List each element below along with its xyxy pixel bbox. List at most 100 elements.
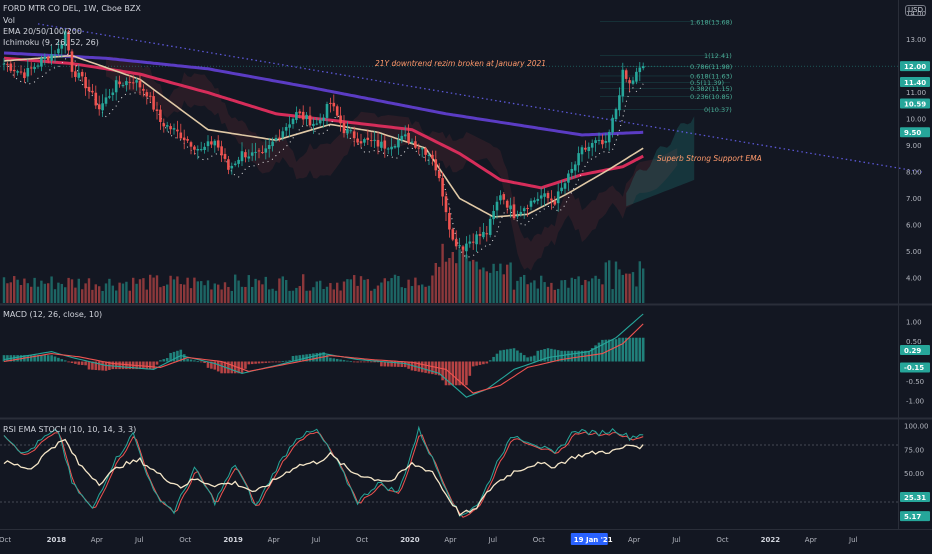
- macd-histogram-bar: [346, 360, 349, 362]
- time-axis-label: Apr: [268, 536, 280, 544]
- macd-histogram-bar: [400, 361, 404, 367]
- volume-bar: [305, 290, 308, 303]
- macd-histogram-bar: [471, 361, 475, 367]
- candle-body: [247, 156, 251, 159]
- volume-bar: [546, 286, 550, 303]
- candle-body: [305, 114, 308, 120]
- candle-body: [631, 80, 635, 84]
- indicator-vol: Vol: [3, 16, 15, 25]
- volume-bar: [135, 283, 138, 303]
- macd-histogram-bar: [244, 361, 247, 369]
- macd-histogram-bar: [40, 355, 43, 362]
- price-label-tag: [900, 98, 930, 109]
- macd-histogram-bar: [529, 356, 533, 362]
- candle-body: [539, 195, 543, 199]
- macd-histogram-bar: [264, 361, 268, 363]
- volume-bar: [30, 286, 33, 303]
- time-axis-label: Apr: [628, 536, 640, 544]
- candle-body: [240, 151, 244, 162]
- ema200-line: [3, 51, 644, 137]
- volume-bar: [9, 282, 12, 303]
- macd-histogram-bar: [386, 361, 390, 367]
- candle-body: [19, 71, 23, 73]
- candle-body: [148, 95, 152, 97]
- macd-histogram-bar: [295, 355, 298, 362]
- currency-badge[interactable]: USD: [905, 5, 926, 16]
- volume-bar: [172, 279, 176, 303]
- volume-bar: [210, 289, 213, 303]
- volume-bar: [128, 290, 131, 303]
- volume-bar: [628, 273, 631, 303]
- volume-bar: [560, 280, 563, 303]
- fib-level-label: 0.618(11.63): [690, 72, 732, 80]
- macd-histogram-bar: [67, 361, 70, 363]
- volume-bar: [155, 275, 159, 303]
- macd-histogram-bar: [193, 360, 196, 362]
- candle-body: [29, 67, 33, 69]
- candle-body: [176, 129, 179, 132]
- candle-body: [291, 118, 295, 125]
- volume-bar: [475, 261, 478, 303]
- macd-histogram-bar: [543, 349, 546, 362]
- fib-level-label: 0.5(11.39): [690, 79, 724, 87]
- candle-body: [322, 117, 325, 121]
- candle-body: [550, 198, 553, 201]
- volume-bar: [240, 286, 244, 303]
- candle-body: [114, 80, 118, 93]
- volume-bar: [441, 243, 444, 303]
- candle-body: [301, 111, 305, 120]
- macd-histogram-bar: [29, 355, 33, 362]
- candle-body: [526, 207, 529, 209]
- macd-histogram-bar: [142, 361, 145, 370]
- macd-histogram-bar: [169, 352, 172, 362]
- volume-bar: [67, 277, 70, 303]
- annotation-support: Superb Strong Support EMA: [657, 154, 762, 163]
- macd-histogram-bar: [485, 361, 489, 364]
- candle-body: [363, 139, 366, 143]
- macd-histogram-bar: [335, 358, 339, 362]
- volume-bar: [516, 280, 519, 303]
- price-tick-label: 6.00: [906, 221, 922, 229]
- macd-histogram-bar: [533, 355, 536, 362]
- macd-histogram-bar: [539, 349, 543, 362]
- volume-bar: [353, 275, 356, 303]
- candle-body: [471, 241, 475, 243]
- price-label-text: 12.00: [904, 63, 926, 71]
- macd-tick-label: 1.00: [906, 318, 922, 326]
- macd-line: [3, 313, 644, 398]
- rsi-tick-label: 100.00: [904, 423, 929, 431]
- volume-bar: [257, 280, 261, 303]
- price-tick-label: 4.00: [906, 274, 922, 282]
- candle-body: [485, 233, 489, 235]
- candle-body: [458, 245, 461, 247]
- price-tick-label: 9.00: [906, 142, 922, 150]
- candle-body: [359, 141, 363, 144]
- candle-body: [431, 154, 434, 159]
- volume-bar: [625, 273, 628, 303]
- macd-histogram-bar: [329, 357, 332, 362]
- macd-histogram-bar: [366, 361, 370, 363]
- candle-body: [584, 147, 587, 150]
- candle-body: [414, 141, 417, 148]
- volume-bar: [553, 289, 556, 303]
- candle-body: [607, 131, 611, 143]
- candle-body: [169, 126, 172, 130]
- volume-bar: [16, 279, 19, 303]
- time-axis-label: Apr: [444, 536, 456, 544]
- candle-body: [434, 159, 438, 171]
- volume-bar: [288, 290, 291, 303]
- indicator-ema: EMA 20/50/100/200: [3, 27, 82, 36]
- volume-bar: [390, 278, 393, 303]
- macd-histogram-bar: [420, 361, 424, 373]
- candle-body: [533, 200, 536, 203]
- macd-histogram-bar: [203, 361, 206, 364]
- volume-bar: [162, 285, 165, 303]
- macd-histogram-bar: [614, 339, 618, 362]
- macd-histogram-bar: [172, 351, 176, 362]
- macd-tick-label: 0.50: [906, 338, 922, 346]
- macd-histogram-bar: [577, 350, 580, 362]
- volume-bar: [121, 283, 125, 303]
- candle-body: [94, 92, 98, 106]
